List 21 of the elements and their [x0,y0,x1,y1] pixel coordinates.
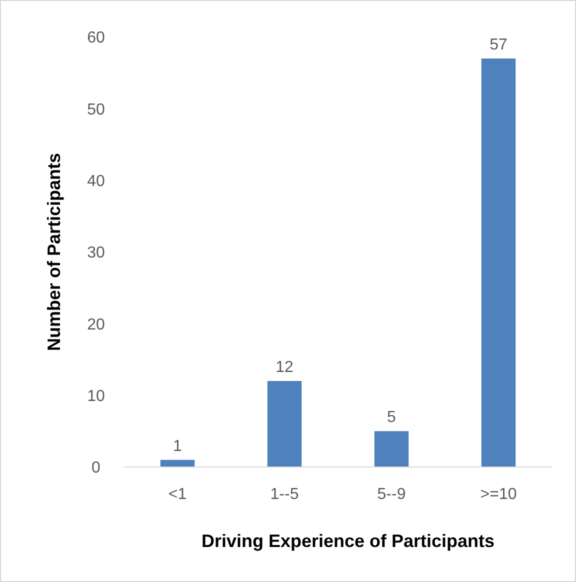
y-tick-label: 50 [87,101,105,118]
bar [267,381,302,467]
bar [374,431,409,467]
bar [481,58,516,467]
x-axis-title: Driving Experience of Participants [201,531,495,551]
y-tick-label: 0 [92,460,101,477]
y-tick-label: 10 [87,388,105,405]
bar [160,460,195,467]
y-tick-label: 20 [87,316,105,334]
y-tick-label: 60 [87,30,105,47]
data-label: 1 [173,438,182,455]
data-label: 57 [490,36,508,54]
x-tick-label: <1 [168,486,187,503]
data-label: 12 [276,359,294,376]
data-label: 5 [387,409,396,426]
y-tick-label: 40 [87,172,105,190]
x-tick-label: 5--9 [377,486,406,503]
x-tick-label: 1--5 [270,486,299,503]
y-tick-label: 30 [87,244,105,262]
y-axis-title: Number of Participants [44,152,64,352]
x-tick-label: >=10 [480,486,517,503]
